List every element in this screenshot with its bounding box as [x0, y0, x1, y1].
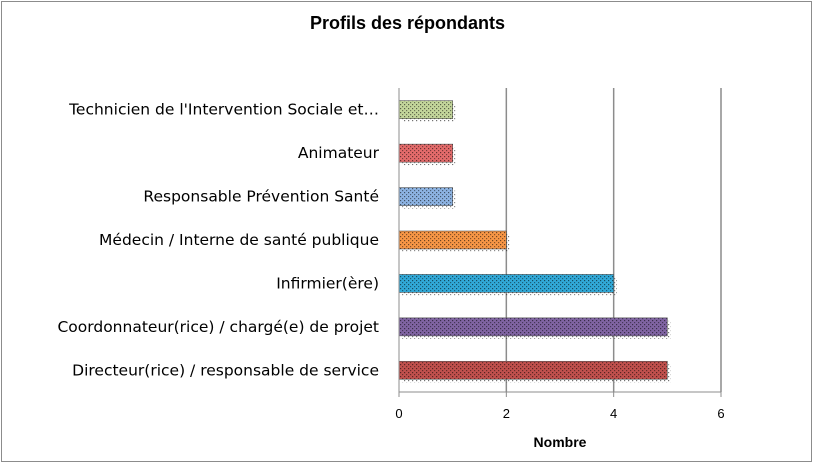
bars	[398, 100, 671, 383]
x-axis-ticks: 0 2 4 6	[395, 392, 725, 421]
gridlines	[505, 88, 722, 392]
bar-texture	[399, 274, 614, 293]
category-labels: Technicien de l'Intervention Sociale et……	[57, 101, 379, 380]
bar-texture	[399, 231, 507, 249]
tick-label: 4	[610, 406, 617, 421]
bar-texture	[399, 144, 453, 163]
category-label: Responsable Prévention Santé	[143, 188, 379, 206]
category-label: Infirmier(ère)	[276, 274, 379, 292]
chart-title: Profils des répondants	[309, 13, 506, 33]
bar-texture	[399, 361, 668, 380]
bar-texture	[399, 317, 668, 336]
category-label: Coordonnateur(rice) / chargé(e) de proje…	[57, 318, 379, 336]
tick-label: 0	[395, 406, 402, 421]
category-label: Directeur(rice) / responsable de service	[72, 361, 379, 379]
category-label: Médecin / Interne de santé publique	[99, 231, 379, 249]
tick-label: 6	[717, 406, 724, 421]
category-label: Animateur	[298, 144, 380, 162]
bar-texture	[399, 100, 453, 119]
tick-label: 2	[503, 406, 510, 421]
category-label: Technicien de l'Intervention Sociale et…	[68, 101, 379, 119]
x-axis-title: Nombre	[534, 434, 587, 450]
bar-texture	[399, 187, 453, 206]
